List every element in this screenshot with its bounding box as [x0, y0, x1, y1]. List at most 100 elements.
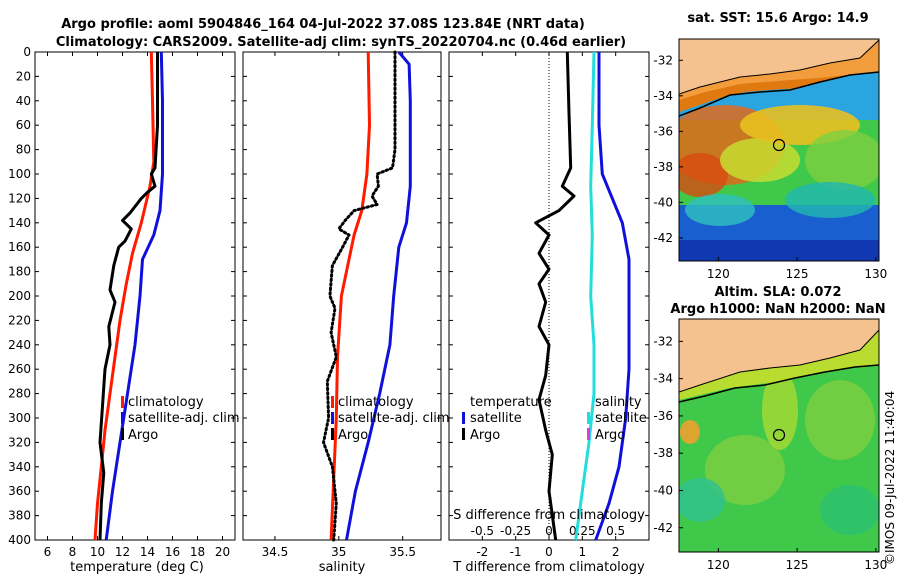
depth-tick-label: 300: [8, 411, 31, 425]
series-line-argo: [322, 50, 397, 542]
sst-map: sat. SST: 15.6 Argo: 14.9 -32 -34 -36 -38 -4…: [653, 11, 887, 281]
sst-map-image: [679, 39, 879, 261]
lat-tick-label: -32: [653, 53, 673, 67]
temperature-x-tick-labels: 6 8 10 12 14 16 18 20: [35, 51, 235, 559]
salinity-panel: 34.5 35 35.5 salinity climatology satellit…: [242, 50, 450, 575]
series-line-argo: [98, 52, 159, 541]
legend-swatch-argo: [331, 428, 334, 440]
salinity-x-tick-labels: 34.5 35 35.5: [243, 51, 441, 559]
temperature-axes-box: [34, 51, 236, 541]
difference-panel: -2 -1 0 1 2 -0.5 -0.25 0 0.25 0.5 S difference f…: [448, 51, 650, 575]
lon-tick-label: 130: [864, 558, 887, 572]
altimetry-map-title-line1: Altim. SLA: 0.072: [715, 285, 842, 300]
depth-tick-label: 360: [8, 484, 31, 498]
salinity-x-label: salinity: [319, 560, 366, 575]
depth-tick-labels: 0 20 40 60 80 100 120 140 160 180 200 220 240 260 280 3…: [8, 45, 31, 547]
lat-tick-label: -42: [653, 521, 673, 535]
difference-legend-left: temperature satellite Argo: [462, 395, 552, 443]
altimetry-map-frame: [678, 318, 880, 553]
legend-swatch-climatology: [121, 396, 124, 408]
depth-tick-label: 100: [8, 167, 31, 181]
depth-tick-label: 340: [8, 460, 31, 474]
legend-swatch-s-argo: [587, 428, 590, 440]
legend-swatch-satellite: [331, 412, 334, 424]
temperature-series: [93, 51, 164, 541]
imos-credit: ©IMOS 09-Jul-2022 11:40:04: [883, 391, 897, 565]
sst-map-lon-labels: 120 125 130: [707, 257, 887, 281]
legend-label-salinity: salinity: [595, 395, 642, 410]
altimetry-map-image: [679, 319, 879, 552]
altimetry-map: Altim. SLA: 0.072 Argo h1000: NaN h2000:…: [653, 285, 887, 572]
depth-tick-label: 80: [16, 143, 31, 157]
lat-tick-label: -34: [653, 372, 673, 386]
depth-tick-label: 220: [8, 313, 31, 327]
argo-location-marker: [772, 428, 786, 442]
depth-tick-label: 40: [16, 94, 31, 108]
x-tick-label: 16: [165, 545, 180, 559]
lon-tick-label: 120: [707, 267, 730, 281]
lat-tick-label: -32: [653, 334, 673, 348]
depth-tick-label: 200: [8, 289, 31, 303]
temperature-difference-label: T difference from climatology: [452, 560, 645, 575]
x-tick-label: 1: [579, 545, 587, 559]
legend-label-argo: Argo: [338, 428, 368, 443]
lon-tick-label: 125: [786, 267, 809, 281]
salinity-difference-tick-label: 0.5: [606, 524, 625, 538]
series-line-satellite-adj-clim: [104, 51, 164, 541]
depth-tick-label: 280: [8, 387, 31, 401]
legend-label-climatology: climatology: [128, 395, 204, 410]
depth-tick-label: 320: [8, 435, 31, 449]
sst-map-title: sat. SST: 15.6 Argo: 14.9: [687, 11, 868, 26]
legend-swatch-climatology: [331, 396, 334, 408]
series-line-climatology: [329, 51, 371, 541]
legend-swatch-satellite: [121, 412, 124, 424]
argo-location-marker: [772, 138, 786, 152]
legend-swatch-t-satellite: [462, 412, 465, 424]
depth-tick-label: 260: [8, 362, 31, 376]
x-tick-label: 20: [215, 545, 230, 559]
series-line-salinity-difference: [574, 51, 596, 541]
lat-tick-label: -38: [653, 160, 673, 174]
legend-label-satellite: satellite-adj. clim: [128, 411, 240, 426]
legend-swatch-s-satellite: [587, 412, 590, 424]
salinity-difference-tick-label: -0.5: [471, 524, 494, 538]
depth-tick-label: 60: [16, 118, 31, 132]
lat-tick-label: -36: [653, 124, 673, 138]
series-line-temperature-argo: [534, 51, 576, 541]
lon-tick-label: 130: [864, 267, 887, 281]
figure-title-line2: Climatology: CARS2009. Satellite-adj cli…: [56, 35, 626, 50]
lat-tick-label: -38: [653, 446, 673, 460]
legend-swatch-t-argo: [462, 428, 465, 440]
salinity-difference-tick-label: 0: [545, 524, 553, 538]
depth-tick-label: 180: [8, 265, 31, 279]
series-line-temperature-satellite: [594, 52, 631, 541]
difference-legend-right: salinity satellite Argo: [587, 395, 647, 443]
lat-tick-label: -34: [653, 89, 673, 103]
legend-label-climatology: climatology: [338, 395, 414, 410]
difference-series: [534, 51, 631, 541]
lat-tick-label: -40: [653, 195, 673, 209]
depth-tick-label: 400: [8, 533, 31, 547]
sst-map-lat-labels: -32 -34 -36 -38 -40 -42: [653, 53, 683, 245]
x-tick-label: 2: [612, 545, 620, 559]
series-line-satellite-adj-clim: [345, 51, 412, 541]
legend-label-t-satellite: satellite: [470, 411, 522, 426]
salinity-difference-tick-label: 0.25: [569, 524, 596, 538]
depth-tick-label: 160: [8, 240, 31, 254]
legend-label-satellite: satellite-adj. clim: [338, 411, 450, 426]
x-tick-label: -2: [476, 545, 488, 559]
altimetry-map-title-line2: Argo h1000: NaN h2000: NaN: [670, 302, 885, 317]
salinity-legend: climatology satellite-adj. clim Argo: [331, 395, 450, 443]
temperature-legend: climatology satellite-adj. clim Argo: [121, 395, 240, 443]
sst-map-frame: [678, 38, 880, 262]
lon-tick-label: 120: [707, 558, 730, 572]
depth-tick-label: 240: [8, 338, 31, 352]
depth-tick-label: 120: [8, 191, 31, 205]
lon-tick-label: 125: [786, 558, 809, 572]
depth-tick-label: 380: [8, 509, 31, 523]
depth-tick-label: 20: [16, 69, 31, 83]
x-tick-label: 6: [44, 545, 52, 559]
x-tick-label: 34.5: [262, 545, 289, 559]
x-tick-label: 10: [90, 545, 105, 559]
